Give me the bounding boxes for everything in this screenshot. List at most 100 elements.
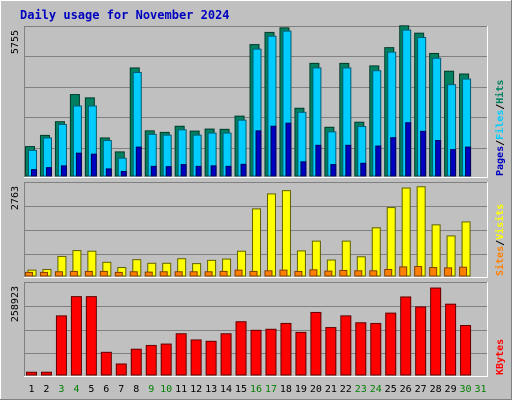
x-tick-label-day-22: 22 <box>340 384 352 395</box>
bar-pages-day-1 <box>31 169 37 177</box>
x-tick-label-day-15: 15 <box>235 384 247 395</box>
bar-pages-day-28 <box>435 139 442 177</box>
x-tick-label-day-18: 18 <box>280 384 292 395</box>
bar-sites-day-16 <box>249 270 258 277</box>
x-tick-label-day-1: 1 <box>28 384 34 395</box>
bar-pages-day-27 <box>420 130 427 177</box>
bars <box>26 287 472 376</box>
bar-sites-day-12 <box>189 271 198 277</box>
bar-kbytes-day-2 <box>40 371 52 376</box>
bar-visits-day-17 <box>266 193 276 277</box>
x-tick-label-day-29: 29 <box>445 384 457 395</box>
bar-pages-day-3 <box>60 165 67 177</box>
x-tick-label-day-5: 5 <box>88 384 94 395</box>
x-tick-label-day-21: 21 <box>325 384 337 395</box>
bar-kbytes-day-28 <box>430 287 442 376</box>
bar-visits-day-18 <box>281 190 291 277</box>
bar-sites-day-30 <box>459 266 468 277</box>
bar-pages-day-4 <box>75 152 82 177</box>
bar-kbytes-day-22 <box>340 315 352 376</box>
panel-3: 258923 KBytes <box>10 282 506 377</box>
bar-kbytes-day-3 <box>55 315 67 376</box>
x-tick-label-day-23: 23 <box>355 384 367 395</box>
x-tick-label-day-27: 27 <box>415 384 427 395</box>
bar-pages-day-12 <box>195 165 202 177</box>
bar-pages-day-14 <box>225 165 232 177</box>
bar-kbytes-day-1 <box>26 371 37 376</box>
bars <box>25 25 472 177</box>
x-tick-label-day-28: 28 <box>430 384 442 395</box>
bar-sites-day-15 <box>234 269 243 277</box>
legend-files: Files <box>494 110 506 140</box>
bar-pages-day-20 <box>315 144 322 177</box>
bar-sites-day-1 <box>25 271 33 277</box>
bar-pages-day-18 <box>285 122 292 177</box>
legend-panel-3: KBytes <box>495 339 506 375</box>
legend-sites: Sites <box>494 246 506 276</box>
bar-pages-day-30 <box>465 146 472 177</box>
bar-kbytes-day-10 <box>160 343 172 376</box>
legend-separator: / <box>495 140 506 146</box>
x-tick-label-day-25: 25 <box>385 384 397 395</box>
bar-kbytes-day-16 <box>250 329 262 376</box>
x-tick-label-day-17: 17 <box>265 384 277 395</box>
bar-sites-day-5 <box>84 270 93 277</box>
bar-sites-day-21 <box>324 270 333 277</box>
bar-pages-day-17 <box>270 125 277 177</box>
bar-sites-day-13 <box>204 271 213 277</box>
bar-sites-day-10 <box>159 271 168 277</box>
x-tick-label-day-19: 19 <box>295 384 307 395</box>
bar-kbytes-day-29 <box>445 303 457 376</box>
bar-sites-day-26 <box>399 266 408 277</box>
legend-hits: Hits <box>494 80 506 104</box>
x-tick-label-day-11: 11 <box>175 384 187 395</box>
bar-kbytes-day-9 <box>145 344 157 376</box>
bar-pages-day-29 <box>450 149 457 177</box>
legend-panel-2: Sites/Visits <box>494 204 506 276</box>
x-tick-label-day-26: 26 <box>400 384 412 395</box>
bar-sites-day-2 <box>39 271 48 277</box>
bar-kbytes-day-7 <box>115 363 127 376</box>
legend-panel-1: Pages/Files/Hits <box>494 80 506 176</box>
x-tick-label-day-13: 13 <box>205 384 217 395</box>
bar-kbytes-day-12 <box>190 339 202 376</box>
bar-kbytes-day-23 <box>355 322 367 376</box>
x-tick-label-day-3: 3 <box>58 384 64 395</box>
bar-kbytes-day-4 <box>70 296 82 376</box>
bar-kbytes-day-18 <box>280 322 292 376</box>
legend-visits: Visits <box>494 204 506 240</box>
bar-kbytes-day-5 <box>85 296 97 376</box>
legend-pages: Pages <box>495 146 506 176</box>
bar-sites-day-3 <box>54 271 63 277</box>
bar-kbytes-day-25 <box>385 312 397 376</box>
bar-pages-day-10 <box>165 166 172 177</box>
legend-separator: / <box>495 104 506 110</box>
bar-kbytes-day-30 <box>460 325 472 376</box>
bar-pages-day-22 <box>345 144 352 177</box>
bar-pages-day-25 <box>390 137 397 177</box>
bar-pages-day-24 <box>375 145 382 177</box>
bar-visits-day-26 <box>401 187 411 277</box>
bar-kbytes-day-17 <box>265 328 277 376</box>
bar-sites-day-29 <box>444 267 453 277</box>
x-tick-label-day-14: 14 <box>220 384 232 395</box>
bar-pages-day-23 <box>360 162 367 177</box>
x-tick-label-day-4: 4 <box>73 384 79 395</box>
bar-kbytes-day-11 <box>175 333 187 376</box>
bar-kbytes-day-24 <box>370 322 382 376</box>
y-max-label: 2763 <box>10 186 21 210</box>
bar-sites-day-25 <box>384 268 393 277</box>
bar-sites-day-6 <box>99 270 108 277</box>
bar-sites-day-22 <box>339 269 348 277</box>
bar-sites-day-9 <box>144 271 153 277</box>
bar-visits-day-27 <box>416 186 426 277</box>
bar-sites-day-24 <box>369 270 378 277</box>
bar-pages-day-11 <box>180 164 187 177</box>
bar-visits-day-25 <box>386 207 396 277</box>
bar-sites-day-20 <box>309 269 318 277</box>
chart-title: Daily usage for November 2024 <box>20 8 230 22</box>
bar-pages-day-13 <box>210 165 217 177</box>
x-tick-label-day-16: 16 <box>250 384 262 395</box>
